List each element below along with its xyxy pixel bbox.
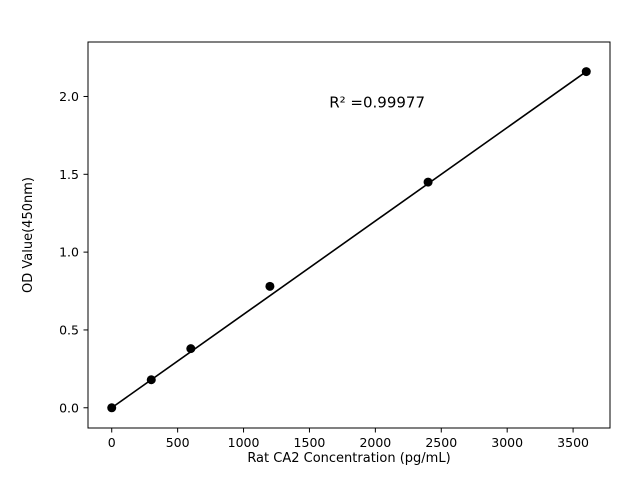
y-tick-label: 0.0 — [59, 400, 79, 415]
y-axis-label: OD Value(450nm) — [21, 177, 36, 293]
x-tick-label: 1000 — [228, 435, 260, 450]
data-point — [265, 281, 275, 291]
data-point — [581, 67, 591, 77]
plot-frame — [87, 41, 611, 429]
x-tick-label: 1500 — [294, 435, 326, 450]
r-squared-annotation: R² =0.99977 — [329, 93, 425, 111]
x-tick-label: 2000 — [359, 435, 391, 450]
x-tick-label: 0 — [108, 435, 116, 450]
x-tick-label: 500 — [166, 435, 190, 450]
y-tick-label: 1.5 — [59, 167, 79, 182]
x-tick-label: 3500 — [557, 435, 589, 450]
x-tick-label: 3000 — [491, 435, 523, 450]
fit-line — [111, 70, 587, 409]
data-point — [423, 177, 433, 187]
data-point — [107, 403, 117, 413]
y-tick-label: 0.5 — [59, 322, 79, 337]
y-tick-label: 1.0 — [59, 245, 79, 260]
data-point — [186, 344, 196, 354]
y-tick-label: 2.0 — [59, 89, 79, 104]
x-axis-label: Rat CA2 Concentration (pg/mL) — [247, 451, 450, 466]
x-tick-label: 2500 — [425, 435, 457, 450]
data-point — [146, 375, 156, 385]
